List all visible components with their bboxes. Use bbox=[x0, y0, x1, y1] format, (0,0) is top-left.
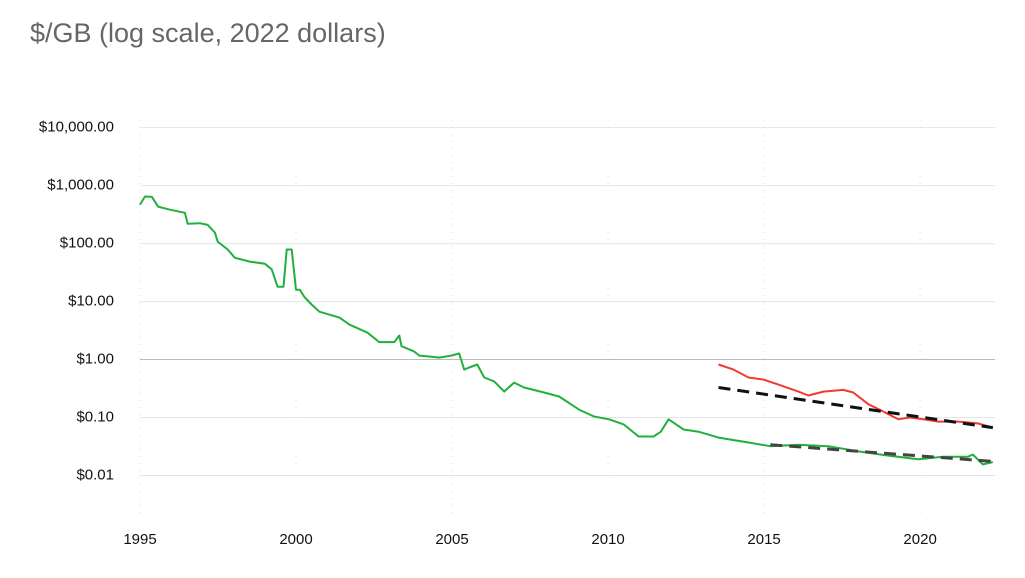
y-tick-label: $1,000.00 bbox=[47, 177, 114, 194]
x-tick-label: 2020 bbox=[903, 531, 936, 548]
chart-title: $/GB (log scale, 2022 dollars) bbox=[30, 18, 386, 48]
y-tick-label: $10.00 bbox=[68, 293, 114, 310]
y-tick-label: $1.00 bbox=[76, 351, 114, 368]
y-tick-label: $100.00 bbox=[60, 235, 114, 252]
x-tick-label: 1995 bbox=[123, 531, 156, 548]
x-tick-label: 2000 bbox=[279, 531, 312, 548]
trend-line bbox=[770, 443, 993, 463]
y-tick-label: $0.10 bbox=[76, 408, 114, 425]
y-tick-label: $0.01 bbox=[76, 466, 114, 483]
trend-line bbox=[718, 386, 994, 430]
series-line bbox=[718, 363, 994, 429]
x-tick-label: 2005 bbox=[435, 531, 468, 548]
x-tick-label: 2010 bbox=[591, 531, 624, 548]
x-tick-label: 2015 bbox=[747, 531, 780, 548]
series-line bbox=[139, 195, 994, 466]
y-tick-label: $10,000.00 bbox=[39, 119, 114, 136]
